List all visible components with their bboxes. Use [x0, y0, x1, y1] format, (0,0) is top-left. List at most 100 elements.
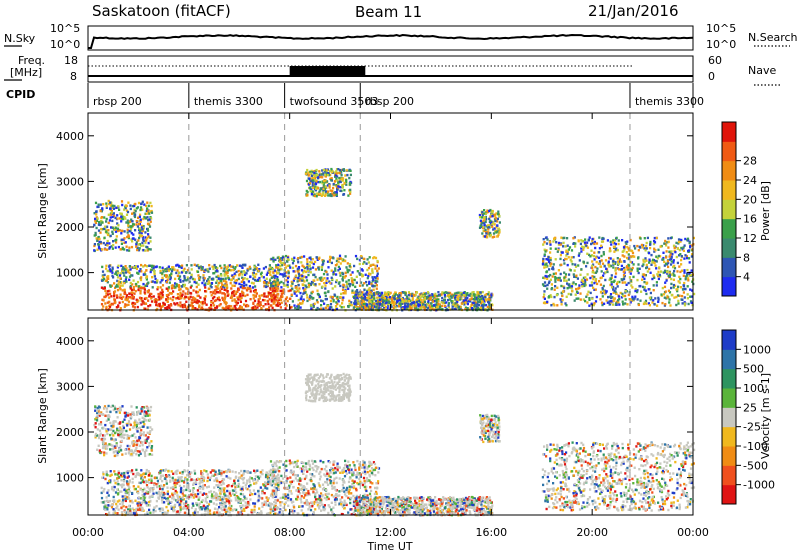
echo-cell [139, 413, 141, 415]
echo-cell [602, 263, 604, 265]
nave-tick-bottom: 0 [708, 70, 715, 83]
echo-cell [194, 278, 196, 280]
echo-cell [103, 451, 105, 453]
echo-cell [584, 238, 586, 240]
echo-cell [275, 266, 277, 268]
echo-cell [287, 258, 289, 260]
echo-cell [94, 405, 96, 407]
echo-cell [402, 301, 404, 303]
echo-cell [301, 256, 303, 258]
echo-cell [252, 286, 254, 288]
echo-cell [147, 233, 149, 235]
echo-cell [601, 270, 603, 272]
echo-cell [109, 434, 111, 436]
echo-cell [562, 290, 564, 292]
echo-cell [555, 241, 557, 243]
echo-cell [106, 218, 108, 220]
sky-right-tick-top: 10^5 [706, 22, 736, 35]
echo-cell [363, 282, 365, 284]
echo-cell [98, 223, 100, 225]
echo-cell [135, 290, 137, 292]
echo-cell [161, 289, 163, 291]
echo-cell [301, 302, 303, 304]
echo-cell [606, 271, 608, 273]
echo-cell [198, 277, 200, 279]
echo-cell [575, 275, 577, 277]
echo-cell [606, 290, 608, 292]
echo-cell [226, 268, 228, 270]
echo-cell [625, 298, 627, 300]
echo-cell [98, 445, 100, 447]
echo-cell [214, 300, 216, 302]
echo-cell [105, 202, 107, 204]
echo-cell [144, 231, 146, 233]
echo-cell [125, 269, 127, 271]
echo-cell [145, 303, 147, 305]
echo-cell [670, 263, 672, 265]
echo-cell [153, 269, 155, 271]
echo-cell [691, 302, 693, 304]
echo-cell [166, 294, 168, 296]
echo-cell [340, 181, 342, 183]
echo-cell [477, 301, 479, 303]
echo-cell [373, 297, 375, 299]
echo-cell [127, 414, 129, 416]
echo-cell [274, 290, 276, 292]
echo-cell [130, 424, 132, 426]
echo-cell [307, 274, 309, 276]
echo-cell [243, 284, 245, 286]
echo-cell [572, 263, 574, 265]
y-tick-label: 3000 [56, 175, 84, 188]
echo-cell [329, 194, 331, 196]
echo-cell [617, 260, 619, 262]
echo-cell [220, 274, 222, 276]
echo-cell [269, 298, 271, 300]
echo-cell [671, 273, 673, 275]
echo-cell [584, 300, 586, 302]
echo-cell [236, 291, 238, 293]
echo-cell [453, 294, 455, 296]
echo-cell [131, 434, 133, 436]
echo-cell [104, 424, 106, 426]
echo-cell [388, 302, 390, 304]
echo-cell [375, 300, 377, 302]
echo-cell [123, 282, 125, 284]
echo-cell [591, 284, 593, 286]
echo-cell [190, 276, 192, 278]
echo-cell [148, 248, 150, 250]
y-tick-label: 4000 [56, 130, 84, 143]
echo-cell [359, 274, 361, 276]
echo-cell [378, 307, 380, 309]
echo-cell [109, 505, 111, 507]
echo-cell [459, 298, 461, 300]
echo-cell [137, 239, 139, 241]
echo-cell [312, 291, 314, 293]
echo-cell [567, 245, 569, 247]
echo-cell [216, 269, 218, 271]
echo-cell [253, 297, 255, 299]
echo-cell [321, 286, 323, 288]
echo-cell [339, 190, 341, 192]
echo-cell [643, 281, 645, 283]
echo-cell [664, 282, 666, 284]
echo-cell [331, 270, 333, 272]
echo-cell [412, 302, 414, 304]
echo-cell [345, 275, 347, 277]
echo-cell [211, 282, 213, 284]
echo-cell [302, 271, 304, 273]
echo-cell [690, 274, 692, 276]
echo-cell [660, 293, 662, 295]
echo-cell [591, 281, 593, 283]
echo-cell [197, 271, 199, 273]
echo-cell [339, 268, 341, 270]
echo-cell [284, 264, 286, 266]
echo-cell [303, 266, 305, 268]
echo-cell [547, 284, 549, 286]
echo-cell [480, 298, 482, 300]
echo-cell [671, 260, 673, 262]
echo-cell [94, 243, 96, 245]
echo-cell [273, 292, 275, 294]
echo-cell [198, 306, 200, 308]
echo-cell [559, 258, 561, 260]
